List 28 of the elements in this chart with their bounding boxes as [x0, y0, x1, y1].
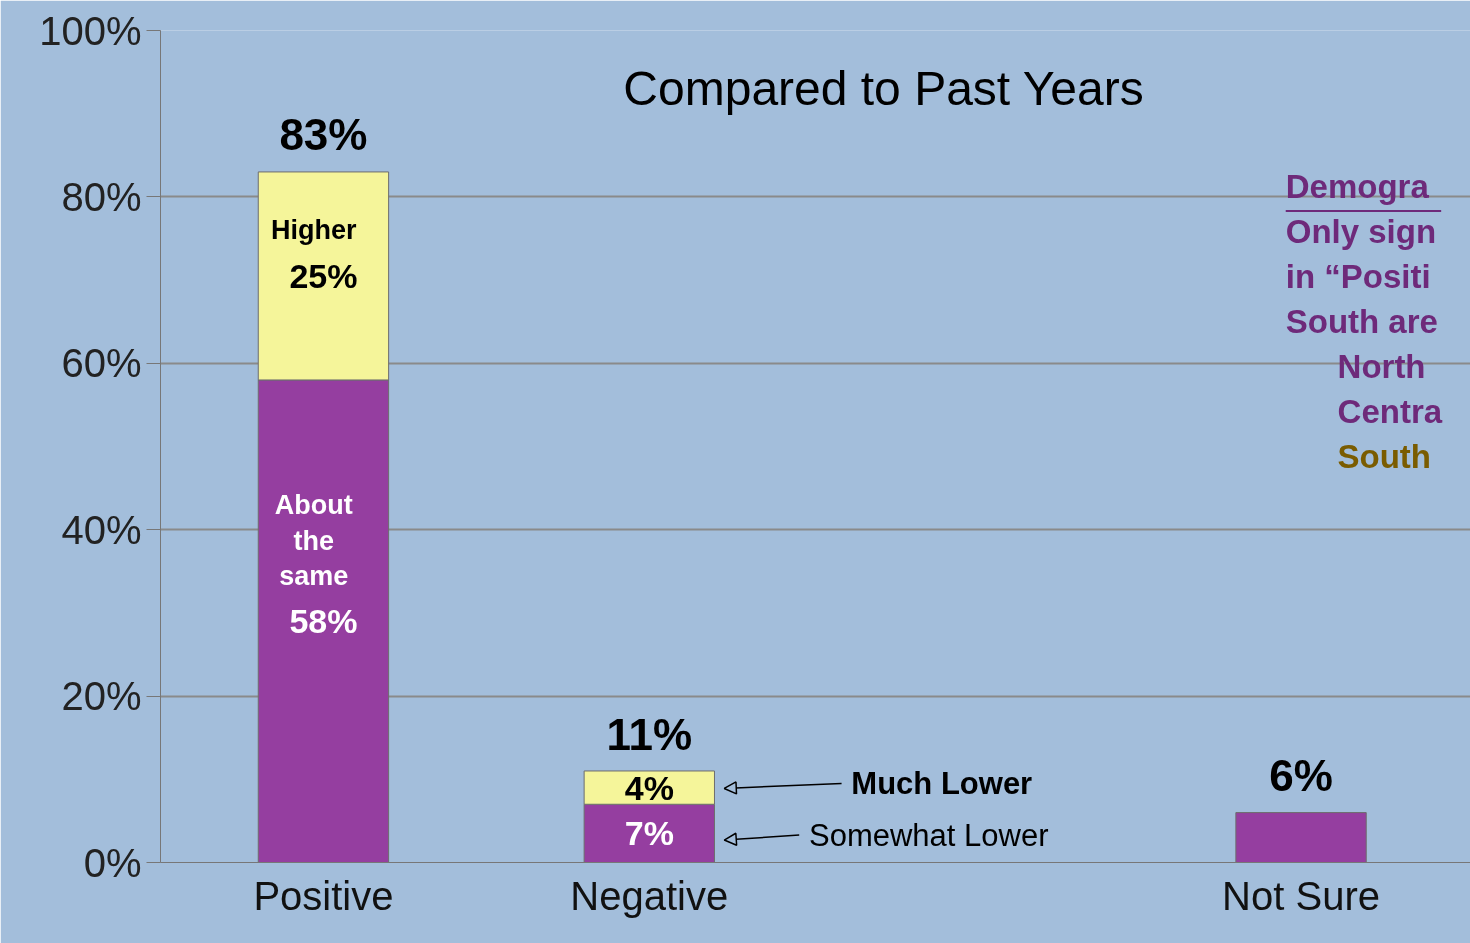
annotation: About the same [274, 489, 353, 592]
annotation: Centra [1337, 393, 1443, 431]
total-label: 83% [279, 110, 368, 160]
annotation: South are [1285, 303, 1438, 341]
y-tick-label: 0% [83, 840, 142, 885]
data-label: 7% [624, 814, 674, 853]
y-tick-label: 60% [61, 341, 142, 386]
annotation: Somewhat Lower [808, 817, 1049, 853]
x-tick-label: Negative [570, 873, 729, 918]
text: Compared to Past Years [623, 62, 1144, 116]
data-label: 4% [624, 768, 674, 807]
annotation: Much Lower [851, 765, 1033, 801]
x-tick-label: Not Sure [1222, 873, 1380, 918]
y-tick-label: 100% [39, 8, 142, 53]
x-tick-label: Positive [253, 873, 394, 918]
annotation: Demogra [1285, 168, 1430, 206]
annotation: South [1337, 437, 1432, 475]
annotation: Higher [270, 215, 357, 246]
total-label: 6% [1269, 751, 1333, 801]
annotation: Only sign [1285, 213, 1437, 251]
data-label: 25% [289, 256, 358, 295]
annotation: North [1337, 348, 1426, 386]
annotation: in “Positi [1285, 258, 1431, 296]
y-tick-label: 80% [61, 174, 142, 219]
y-tick-label: 20% [61, 674, 142, 719]
total-label: 11% [606, 709, 693, 759]
data-label: 58% [289, 602, 358, 641]
y-tick-label: 40% [61, 507, 142, 552]
